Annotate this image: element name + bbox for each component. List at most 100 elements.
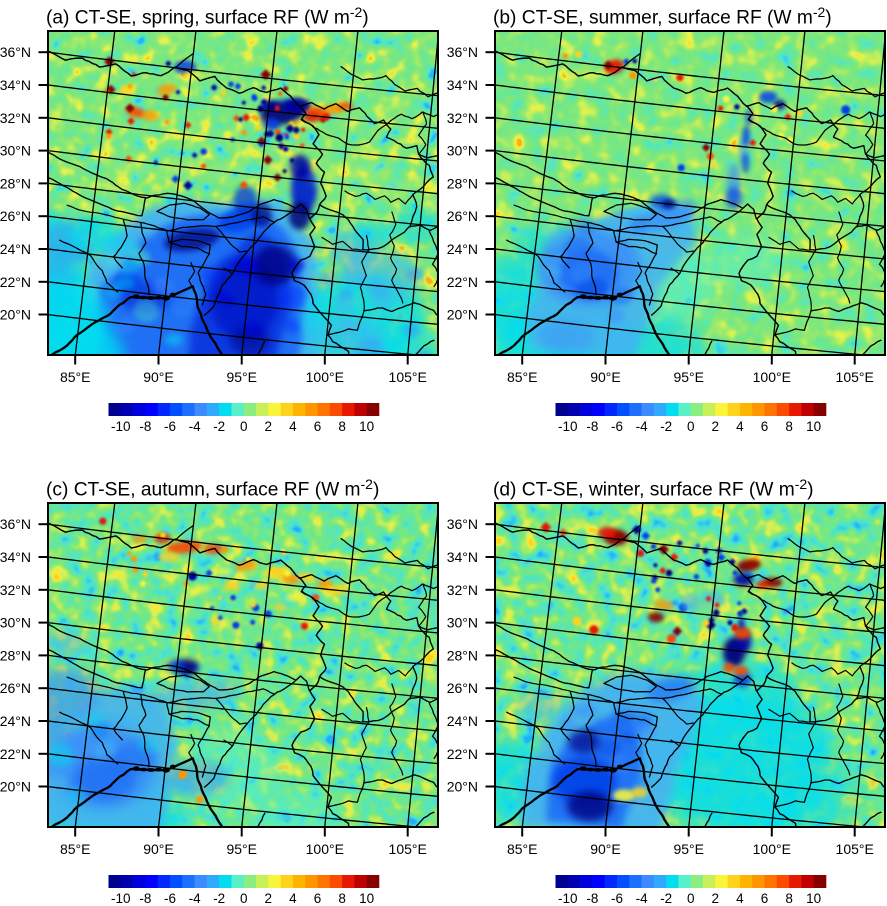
svg-text:-4: -4 — [189, 891, 201, 906]
svg-text:28°N: 28°N — [447, 175, 478, 191]
svg-text:26°N: 26°N — [0, 208, 31, 224]
svg-text:-10: -10 — [558, 891, 578, 906]
svg-text:20°N: 20°N — [0, 779, 31, 795]
svg-text:-4: -4 — [189, 419, 201, 434]
svg-text:2: 2 — [265, 419, 273, 434]
svg-text:95°E: 95°E — [673, 369, 704, 385]
svg-text:6: 6 — [314, 891, 322, 906]
svg-text:28°N: 28°N — [447, 647, 478, 663]
svg-text:36°N: 36°N — [0, 516, 31, 532]
svg-text:-2: -2 — [660, 419, 672, 434]
svg-text:34°N: 34°N — [0, 549, 31, 565]
svg-text:-2: -2 — [213, 891, 225, 906]
svg-text:-6: -6 — [611, 419, 623, 434]
svg-text:90°E: 90°E — [590, 841, 621, 857]
svg-text:20°N: 20°N — [0, 307, 31, 323]
svg-text:24°N: 24°N — [447, 241, 478, 257]
svg-text:-8: -8 — [586, 419, 598, 434]
svg-text:36°N: 36°N — [0, 44, 31, 60]
svg-text:36°N: 36°N — [447, 44, 478, 60]
svg-text:-6: -6 — [164, 419, 176, 434]
svg-text:24°N: 24°N — [0, 241, 31, 257]
svg-text:-8: -8 — [139, 419, 151, 434]
svg-text:105°E: 105°E — [836, 369, 874, 385]
svg-text:6: 6 — [761, 891, 769, 906]
svg-text:34°N: 34°N — [0, 77, 31, 93]
svg-text:10: 10 — [359, 419, 374, 434]
svg-text:4: 4 — [289, 891, 297, 906]
svg-text:22°N: 22°N — [0, 274, 31, 290]
svg-text:(d) CT-SE, winter, surface RF: (d) CT-SE, winter, surface RF (W m-2) — [493, 476, 814, 501]
svg-text:-6: -6 — [611, 891, 623, 906]
svg-text:26°N: 26°N — [447, 208, 478, 224]
svg-text:105°E: 105°E — [389, 369, 427, 385]
svg-text:32°N: 32°N — [447, 582, 478, 598]
svg-text:0: 0 — [240, 891, 248, 906]
svg-text:(b) CT-SE, summer, surface RF: (b) CT-SE, summer, surface RF (W m-2) — [493, 4, 832, 29]
svg-text:32°N: 32°N — [447, 110, 478, 126]
svg-text:22°N: 22°N — [447, 746, 478, 762]
svg-text:100°E: 100°E — [753, 841, 791, 857]
svg-text:34°N: 34°N — [447, 549, 478, 565]
svg-text:20°N: 20°N — [447, 307, 478, 323]
svg-text:100°E: 100°E — [306, 369, 344, 385]
svg-text:-4: -4 — [636, 891, 648, 906]
svg-text:30°N: 30°N — [0, 615, 31, 631]
svg-text:8: 8 — [785, 891, 793, 906]
svg-text:85°E: 85°E — [60, 841, 91, 857]
svg-text:22°N: 22°N — [0, 746, 31, 762]
svg-text:8: 8 — [785, 419, 793, 434]
svg-text:10: 10 — [359, 891, 374, 906]
svg-text:-8: -8 — [139, 891, 151, 906]
svg-text:4: 4 — [736, 419, 744, 434]
svg-text:0: 0 — [240, 419, 248, 434]
svg-text:0: 0 — [687, 891, 695, 906]
svg-text:95°E: 95°E — [673, 841, 704, 857]
svg-text:-8: -8 — [586, 891, 598, 906]
svg-text:-10: -10 — [558, 419, 578, 434]
svg-text:2: 2 — [265, 891, 273, 906]
svg-text:95°E: 95°E — [226, 369, 257, 385]
svg-text:32°N: 32°N — [0, 582, 31, 598]
svg-text:30°N: 30°N — [447, 615, 478, 631]
svg-text:28°N: 28°N — [0, 647, 31, 663]
svg-text:22°N: 22°N — [447, 274, 478, 290]
svg-text:85°E: 85°E — [507, 841, 538, 857]
svg-text:24°N: 24°N — [447, 713, 478, 729]
svg-text:8: 8 — [338, 891, 346, 906]
svg-text:(a) CT-SE, spring, surface RF: (a) CT-SE, spring, surface RF (W m-2) — [46, 4, 369, 29]
svg-text:-10: -10 — [111, 891, 131, 906]
svg-text:4: 4 — [289, 419, 297, 434]
svg-text:95°E: 95°E — [226, 841, 257, 857]
svg-text:30°N: 30°N — [447, 143, 478, 159]
svg-text:-2: -2 — [213, 419, 225, 434]
svg-text:10: 10 — [806, 419, 821, 434]
svg-text:8: 8 — [338, 419, 346, 434]
svg-text:90°E: 90°E — [143, 841, 174, 857]
svg-text:36°N: 36°N — [447, 516, 478, 532]
svg-text:2: 2 — [712, 419, 720, 434]
svg-text:-4: -4 — [636, 419, 648, 434]
svg-text:26°N: 26°N — [0, 680, 31, 696]
svg-text:100°E: 100°E — [306, 841, 344, 857]
svg-text:2: 2 — [712, 891, 720, 906]
svg-text:6: 6 — [314, 419, 322, 434]
svg-text:10: 10 — [806, 891, 821, 906]
svg-text:-6: -6 — [164, 891, 176, 906]
svg-text:90°E: 90°E — [590, 369, 621, 385]
svg-text:90°E: 90°E — [143, 369, 174, 385]
svg-text:-10: -10 — [111, 419, 131, 434]
svg-text:30°N: 30°N — [0, 143, 31, 159]
svg-text:32°N: 32°N — [0, 110, 31, 126]
svg-text:0: 0 — [687, 419, 695, 434]
svg-text:85°E: 85°E — [60, 369, 91, 385]
svg-text:105°E: 105°E — [836, 841, 874, 857]
svg-text:-2: -2 — [660, 891, 672, 906]
svg-text:28°N: 28°N — [0, 175, 31, 191]
svg-text:105°E: 105°E — [389, 841, 427, 857]
svg-text:6: 6 — [761, 419, 769, 434]
svg-text:26°N: 26°N — [447, 680, 478, 696]
svg-text:20°N: 20°N — [447, 779, 478, 795]
svg-text:24°N: 24°N — [0, 713, 31, 729]
svg-text:34°N: 34°N — [447, 77, 478, 93]
